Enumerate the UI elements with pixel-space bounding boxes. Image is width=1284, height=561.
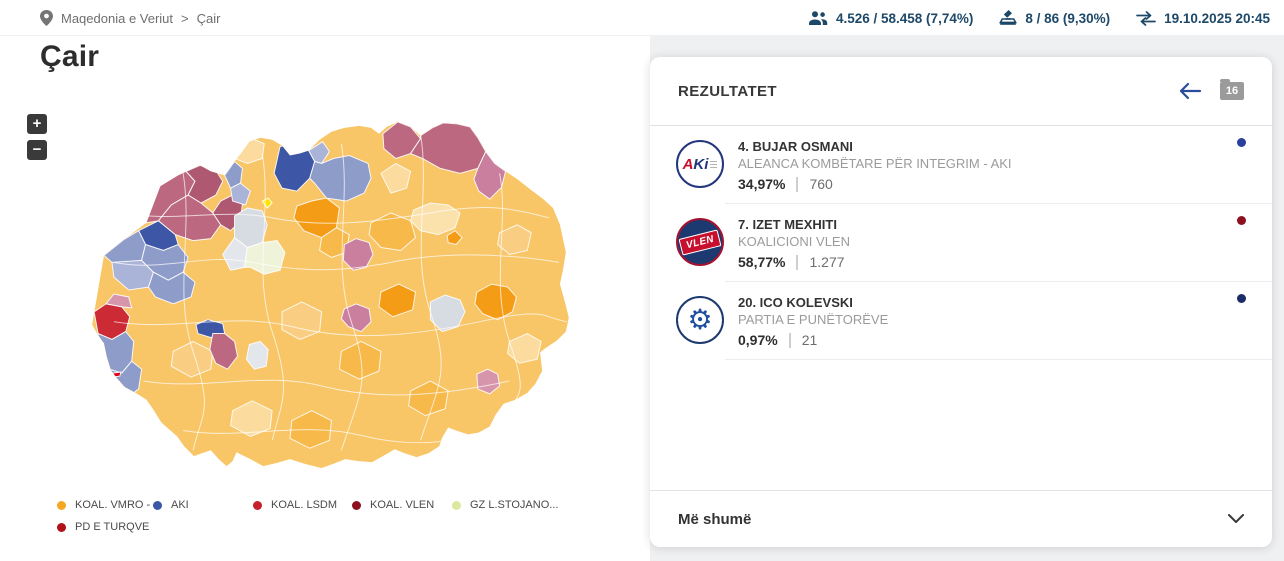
legend-label: GZ L.STOJANO... (470, 499, 559, 511)
candidate-party: ALEANCA KOMBËTARE PËR INTEGRIM - AKI (738, 156, 1012, 171)
results-count-badge: 16 (1220, 79, 1244, 100)
divider (725, 359, 1272, 360)
aki-logo-letter-a: A (682, 155, 694, 173)
candidate-votes: 21 (801, 332, 818, 348)
gear-icon: ⚙ (687, 304, 713, 335)
legend-dot (452, 500, 461, 510)
map-zoom-controls: + − (27, 114, 47, 166)
candidate-color-dot (1237, 294, 1246, 303)
show-more-row[interactable]: Më shumë (650, 491, 1272, 547)
divider (650, 490, 1272, 491)
legend-item-vmro: KOAL. VMRO - ... (57, 498, 162, 512)
candidate-row-ico-kolevski[interactable]: ⚙ 20. ICO KOLEVSKI PARTIA E PUNËTORËVE 0… (650, 282, 1272, 360)
candidate-content: 4. BUJAR OSMANI ALEANCA KOMBËTARE PËR IN… (738, 138, 1212, 192)
results-header-actions: 16 (1178, 79, 1244, 100)
legend-item-pd-turqve: PD E TURQVE (57, 520, 149, 534)
stat-separator (796, 254, 799, 270)
zoom-in-button[interactable]: + (27, 114, 47, 134)
results-card: REZULTATET 16 A Ki 4. BUJAR OSMANI ALEANC… (650, 57, 1272, 547)
candidate-color-dot (1237, 138, 1246, 147)
back-button[interactable] (1178, 82, 1202, 100)
map-legend: KOAL. VMRO - ... AKI KOAL. LSDM KOAL. VL… (0, 492, 650, 542)
map-svg[interactable] (78, 114, 580, 472)
punetoreve-party-logo: ⚙ (676, 296, 724, 344)
stat-updated-value: 19.10.2025 20:45 (1164, 10, 1270, 26)
legend-dot (352, 500, 361, 510)
aki-party-logo: A Ki (676, 140, 724, 188)
legend-item-lsdm: KOAL. LSDM (253, 498, 337, 512)
legend-label: KOAL. VLEN (370, 499, 435, 511)
divider (725, 281, 1272, 282)
candidate-votes: 1.277 (809, 254, 845, 270)
topbar-stats: 4.526 / 58.458 (7,74%) 8 / 86 (9,30%) 19… (808, 0, 1270, 36)
candidate-party: KOALICIONI VLEN (738, 234, 850, 249)
results-header: REZULTATET 16 (650, 57, 1272, 125)
stat-separator (788, 332, 791, 348)
candidate-party: PARTIA E PUNËTORËVE (738, 312, 889, 327)
results-section: REZULTATET 16 A Ki 4. BUJAR OSMANI ALEANC… (650, 36, 1284, 561)
stat-voters-value: 4.526 / 58.458 (7,74%) (835, 10, 974, 26)
location-pin-icon (40, 10, 53, 26)
candidate-stats: 58,77% 1.277 (738, 254, 1212, 270)
stat-stations-value: 8 / 86 (9,30%) (1025, 10, 1111, 26)
legend-label: PD E TURQVE (75, 521, 150, 533)
candidate-percent: 58,77% (738, 254, 786, 270)
candidate-stats: 34,97% 760 (738, 176, 1212, 192)
candidate-stats: 0,97% 21 (738, 332, 1212, 348)
candidate-row-izet-mexhiti[interactable]: VLEN 7. IZET MEXHITI KOALICIONI VLEN 58,… (650, 204, 1272, 282)
legend-label: AKI (171, 499, 189, 511)
candidate-row-bujar-osmani[interactable]: A Ki 4. BUJAR OSMANI ALEANCA KOMBËTARE PË… (650, 126, 1272, 204)
candidate-content: 20. ICO KOLEVSKI PARTIA E PUNËTORËVE 0,9… (738, 294, 1212, 348)
legend-dot (57, 522, 66, 532)
back-arrow-icon (1179, 82, 1202, 100)
candidate-content: 7. IZET MEXHITI KOALICIONI VLEN 58,77% 1… (738, 216, 1212, 270)
macedonia-choropleth-map[interactable] (78, 114, 580, 472)
legend-item-vlen: KOAL. VLEN (352, 498, 434, 512)
breadcrumb-location[interactable]: Maqedonia e Veriut (61, 10, 174, 26)
breadcrumb: Maqedonia e Veriut > Çair (40, 0, 220, 36)
candidate-percent: 0,97% (738, 332, 778, 348)
show-more-label: Më shumë (678, 510, 752, 528)
aki-logo-letters-ki: Ki (693, 155, 709, 173)
divider (725, 203, 1272, 204)
candidate-name: 4. BUJAR OSMANI (738, 139, 853, 154)
legend-label: KOAL. LSDM (271, 499, 338, 511)
sync-arrows-icon (1136, 10, 1156, 26)
candidate-votes: 760 (809, 176, 833, 192)
candidate-percent: 34,97% (738, 176, 786, 192)
breadcrumb-current[interactable]: Çair (196, 10, 221, 26)
legend-dot (57, 500, 66, 510)
legend-item-gz-stojano: GZ L.STOJANO... (452, 498, 558, 512)
results-title: REZULTATET (678, 82, 777, 100)
stat-stations: 8 / 86 (9,30%) (999, 10, 1110, 26)
vlen-party-logo: VLEN (676, 218, 724, 266)
zoom-out-button[interactable]: − (27, 140, 47, 160)
stat-voters: 4.526 / 58.458 (7,74%) (808, 11, 973, 26)
legend-dot (253, 500, 262, 510)
vlen-logo-text: VLEN (678, 228, 722, 256)
legend-dot (153, 500, 162, 510)
candidate-color-dot (1237, 216, 1246, 225)
topbar: Maqedonia e Veriut > Çair 4.526 / 58.458… (0, 0, 1284, 36)
page-title: Çair (40, 40, 100, 73)
stat-separator (796, 176, 799, 192)
legend-label: KOAL. VMRO - ... (75, 499, 163, 511)
chevron-down-icon[interactable] (1228, 514, 1244, 524)
candidate-name: 7. IZET MEXHITI (738, 217, 837, 232)
aki-logo-lines (710, 159, 718, 170)
legend-item-aki: AKI (153, 498, 189, 512)
breadcrumb-separator: > (181, 10, 189, 26)
ballot-box-icon (999, 10, 1018, 25)
divider (650, 125, 1272, 126)
voters-icon (808, 11, 828, 25)
stat-updated: 19.10.2025 20:45 (1136, 11, 1270, 26)
candidate-name: 20. ICO KOLEVSKI (738, 295, 853, 310)
